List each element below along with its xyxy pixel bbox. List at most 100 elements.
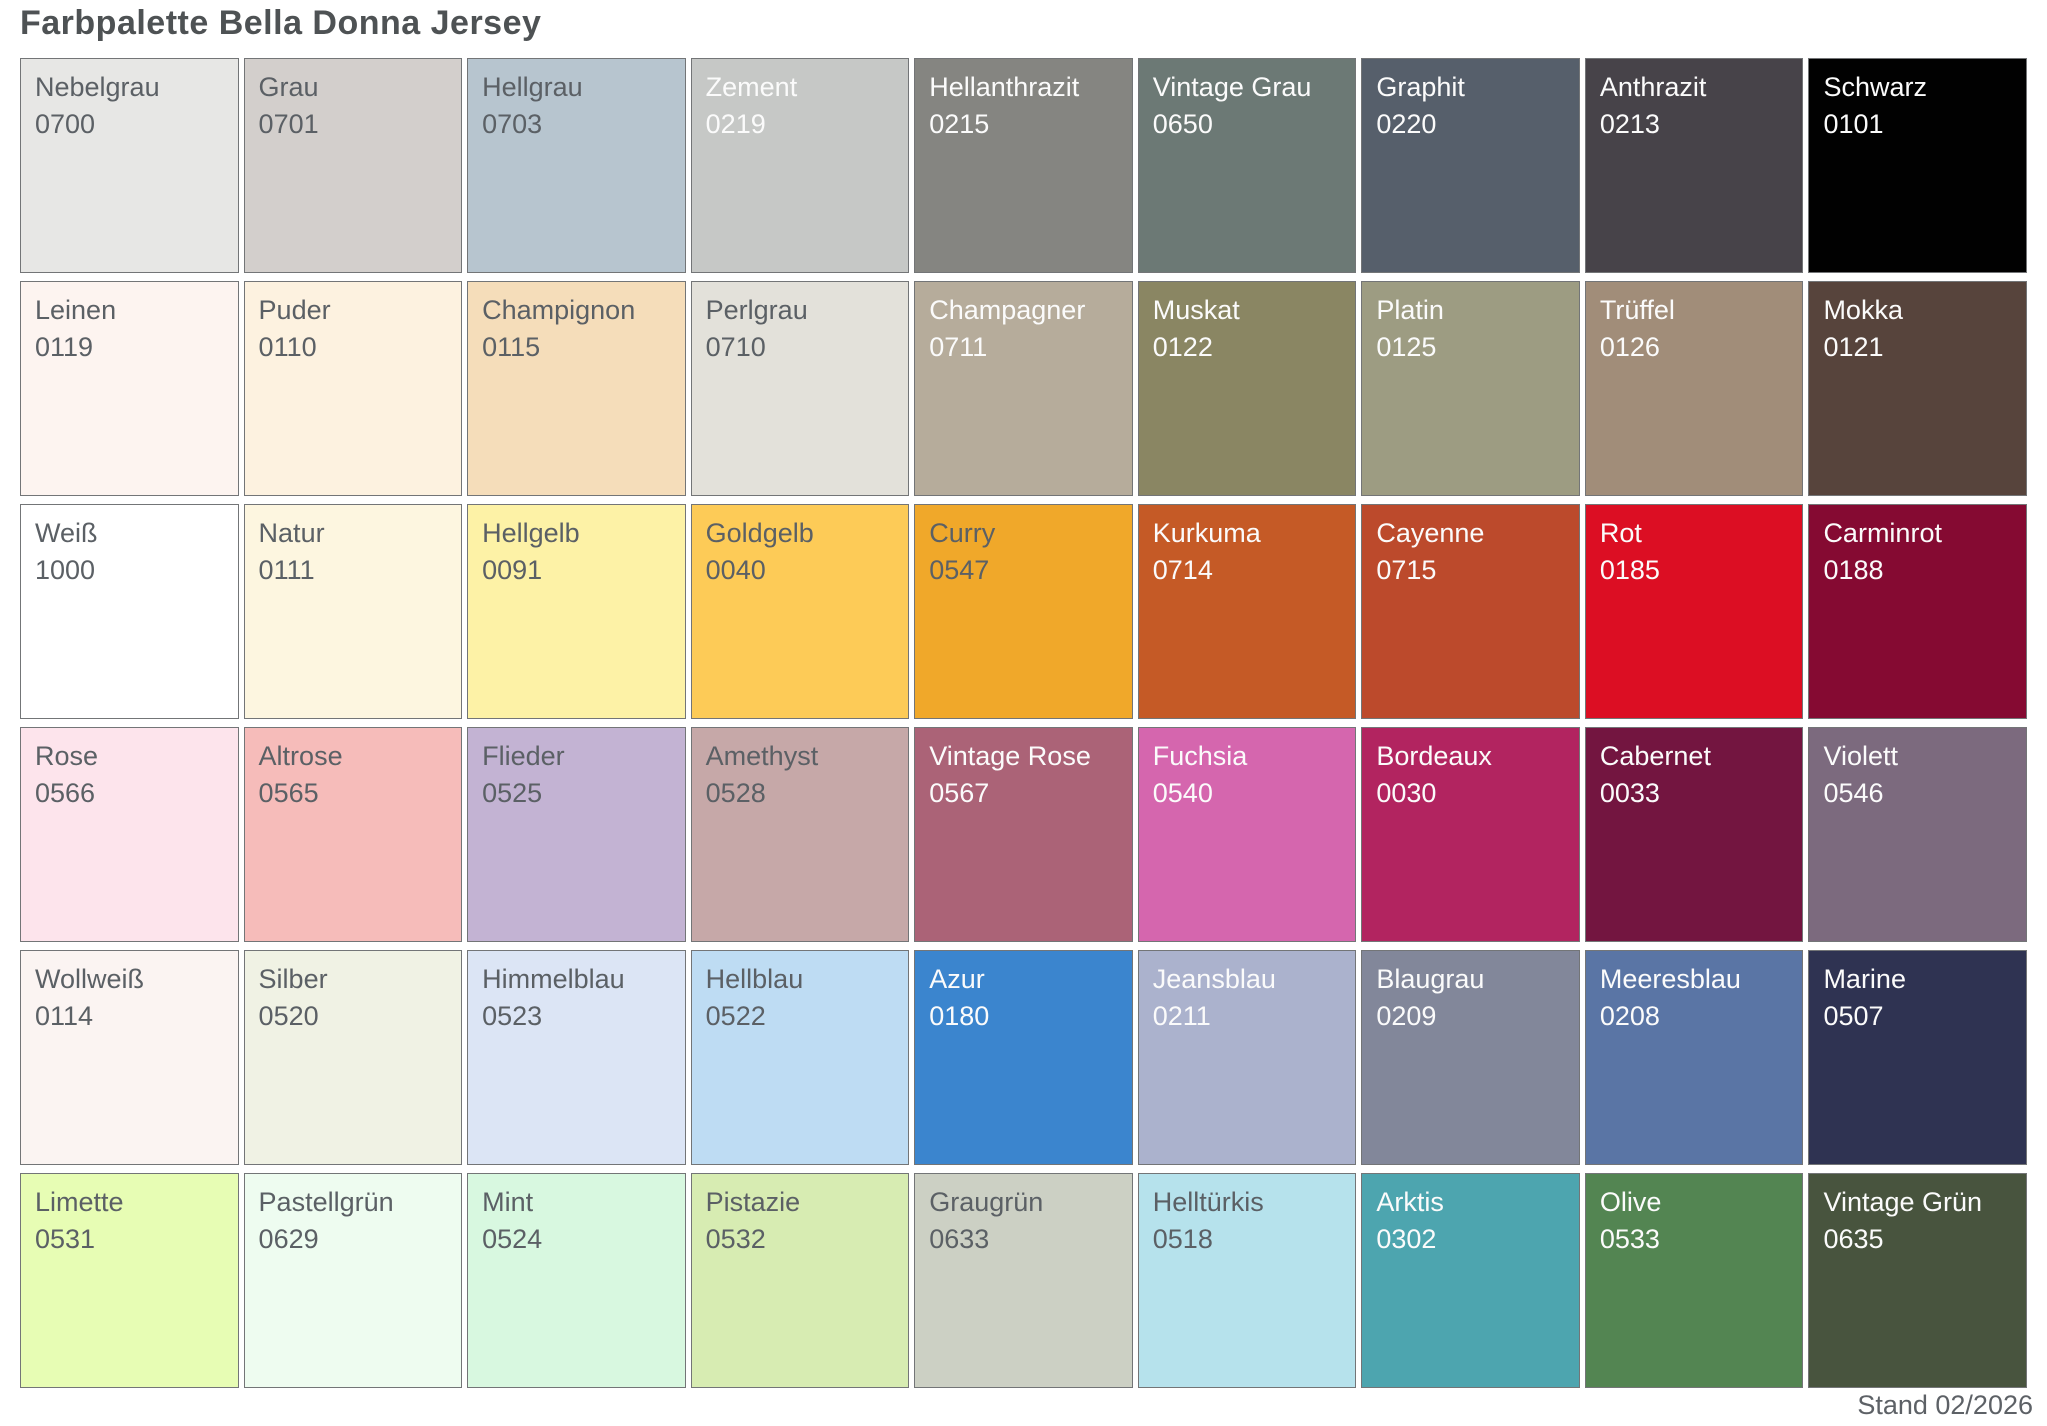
swatch-perlgrau-0710: Perlgrau 0710 <box>690 281 910 496</box>
swatch-olive-0533: Olive 0533 <box>1584 1173 1804 1388</box>
swatch-code-label: 0040 <box>705 555 766 585</box>
swatch-muskat-0122: Muskat 0122 <box>1137 281 1357 496</box>
swatch-name-label: Meeresblau <box>1599 964 1741 994</box>
swatch-name-label: Pastellgrün <box>258 1187 394 1217</box>
swatch-name-label: Bordeaux <box>1376 741 1492 771</box>
swatch-code-label: 0711 <box>929 332 988 362</box>
swatch-name-label: Mint <box>482 1187 534 1217</box>
swatch-name-label: Vintage Grün <box>1823 1187 1983 1217</box>
swatch-marine-0507: Marine 0507 <box>1808 950 2027 1165</box>
swatch-cabernet-0033: Cabernet 0033 <box>1584 727 1804 942</box>
swatch-hellgrau-0703: Hellgrau 0703 <box>467 58 686 273</box>
swatch-natur-0111: Natur 0111 <box>243 504 463 719</box>
swatch-code-label: 0126 <box>1599 332 1660 362</box>
swatch-code-label: 0110 <box>258 332 317 362</box>
swatch-name-label: Cayenne <box>1376 518 1485 548</box>
swatch-flieder-0525: Flieder 0525 <box>467 727 686 942</box>
swatch-name-label: Amethyst <box>705 741 819 771</box>
swatch-rose-0566: Rose 0566 <box>20 727 239 942</box>
swatch-name-label: Altrose <box>258 741 343 771</box>
swatch-name-label: Flieder <box>482 741 565 771</box>
swatch-code-label: 0033 <box>1599 778 1660 808</box>
swatch-pistazie-0532: Pistazie 0532 <box>690 1173 910 1388</box>
swatch-nebelgrau-0700: Nebelgrau 0700 <box>20 58 239 273</box>
swatch-code-label: 0215 <box>929 109 990 139</box>
swatch-name-label: Marine <box>1823 964 1906 994</box>
swatch-code-label: 0101 <box>1823 109 1884 139</box>
swatch-rot-0185: Rot 0185 <box>1584 504 1804 719</box>
swatch-himmelblau-0523: Himmelblau 0523 <box>467 950 686 1165</box>
swatch-wollwei--0114: Wollweiß 0114 <box>20 950 239 1165</box>
swatch-code-label: 0091 <box>482 555 543 585</box>
swatch-vintage-rose-0567: Vintage Rose 0567 <box>914 727 1133 942</box>
swatch-tr-ffel-0126: Trüffel 0126 <box>1584 281 1804 496</box>
swatch-meeresblau-0208: Meeresblau 0208 <box>1584 950 1804 1165</box>
swatch-schwarz-0101: Schwarz 0101 <box>1808 58 2027 273</box>
swatch-code-label: 0111 <box>258 555 315 585</box>
swatch-name-label: Cabernet <box>1599 741 1711 771</box>
swatch-code-label: 0701 <box>258 109 319 139</box>
swatch-code-label: 0629 <box>258 1224 319 1254</box>
swatch-code-label: 0302 <box>1376 1224 1437 1254</box>
swatch-name-label: Leinen <box>35 295 117 325</box>
swatch-name-label: Champignon <box>482 295 636 325</box>
swatch-code-label: 0531 <box>35 1224 96 1254</box>
swatch-champignon-0115: Champignon 0115 <box>467 281 686 496</box>
swatch-amethyst-0528: Amethyst 0528 <box>690 727 910 942</box>
swatch-code-label: 0030 <box>1376 778 1437 808</box>
swatch-code-label: 0180 <box>929 1001 990 1031</box>
swatch-code-label: 0188 <box>1823 555 1884 585</box>
swatch-name-label: Hellgelb <box>482 518 580 548</box>
swatch-limette-0531: Limette 0531 <box>20 1173 239 1388</box>
swatch-name-label: Goldgelb <box>705 518 814 548</box>
swatch-code-label: 0114 <box>35 1001 94 1031</box>
swatch-altrose-0565: Altrose 0565 <box>243 727 463 942</box>
swatch-name-label: Azur <box>929 964 985 994</box>
swatch-name-label: Helltürkis <box>1152 1187 1264 1217</box>
swatch-cayenne-0715: Cayenne 0715 <box>1361 504 1580 719</box>
version-date-label: Stand 02/2026 <box>1857 1390 2033 1420</box>
swatch-name-label: Mokka <box>1823 295 1903 325</box>
swatch-name-label: Natur <box>258 518 325 548</box>
swatch-code-label: 0710 <box>705 332 766 362</box>
swatch-name-label: Fuchsia <box>1152 741 1248 771</box>
swatch-name-label: Pistazie <box>705 1187 801 1217</box>
swatch-code-label: 0209 <box>1376 1001 1437 1031</box>
swatch-name-label: Graugrün <box>929 1187 1044 1217</box>
swatch-name-label: Carminrot <box>1823 518 1942 548</box>
swatch-code-label: 0532 <box>705 1224 766 1254</box>
swatch-carminrot-0188: Carminrot 0188 <box>1808 504 2027 719</box>
swatch-code-label: 0507 <box>1823 1001 1884 1031</box>
swatch-name-label: Perlgrau <box>705 295 808 325</box>
swatch-mokka-0121: Mokka 0121 <box>1808 281 2027 496</box>
swatch-zement-0219: Zement 0219 <box>690 58 910 273</box>
swatch-name-label: Trüffel <box>1599 295 1675 325</box>
swatch-name-label: Zement <box>705 72 798 102</box>
swatch-code-label: 0522 <box>705 1001 766 1031</box>
swatch-fuchsia-0540: Fuchsia 0540 <box>1137 727 1357 942</box>
swatch-code-label: 0565 <box>258 778 319 808</box>
swatch-graphit-0220: Graphit 0220 <box>1361 58 1580 273</box>
swatch-name-label: Puder <box>258 295 331 325</box>
swatch-name-label: Rot <box>1599 518 1642 548</box>
swatch-platin-0125: Platin 0125 <box>1361 281 1580 496</box>
swatch-name-label: Himmelblau <box>482 964 625 994</box>
swatch-name-label: Wollweiß <box>35 964 145 994</box>
swatch-silber-0520: Silber 0520 <box>243 950 463 1165</box>
swatch-name-label: Curry <box>929 518 996 548</box>
swatch-name-label: Kurkuma <box>1152 518 1261 548</box>
swatch-code-label: 0520 <box>258 1001 319 1031</box>
swatch-code-label: 0715 <box>1376 555 1437 585</box>
swatch-code-label: 0547 <box>929 555 990 585</box>
swatch-code-label: 0633 <box>929 1224 990 1254</box>
swatch-name-label: Schwarz <box>1823 72 1927 102</box>
swatch-name-label: Blaugrau <box>1376 964 1485 994</box>
page-title: Farbpalette Bella Donna Jersey <box>20 4 542 42</box>
swatch-name-label: Arktis <box>1376 1187 1444 1217</box>
swatch-vintage-grau-0650: Vintage Grau 0650 <box>1137 58 1357 273</box>
swatch-code-label: 0213 <box>1599 109 1660 139</box>
swatch-code-label: 0525 <box>482 778 543 808</box>
swatch-code-label: 0700 <box>35 109 96 139</box>
swatch-pastellgr-n-0629: Pastellgrün 0629 <box>243 1173 463 1388</box>
swatch-name-label: Limette <box>35 1187 124 1217</box>
